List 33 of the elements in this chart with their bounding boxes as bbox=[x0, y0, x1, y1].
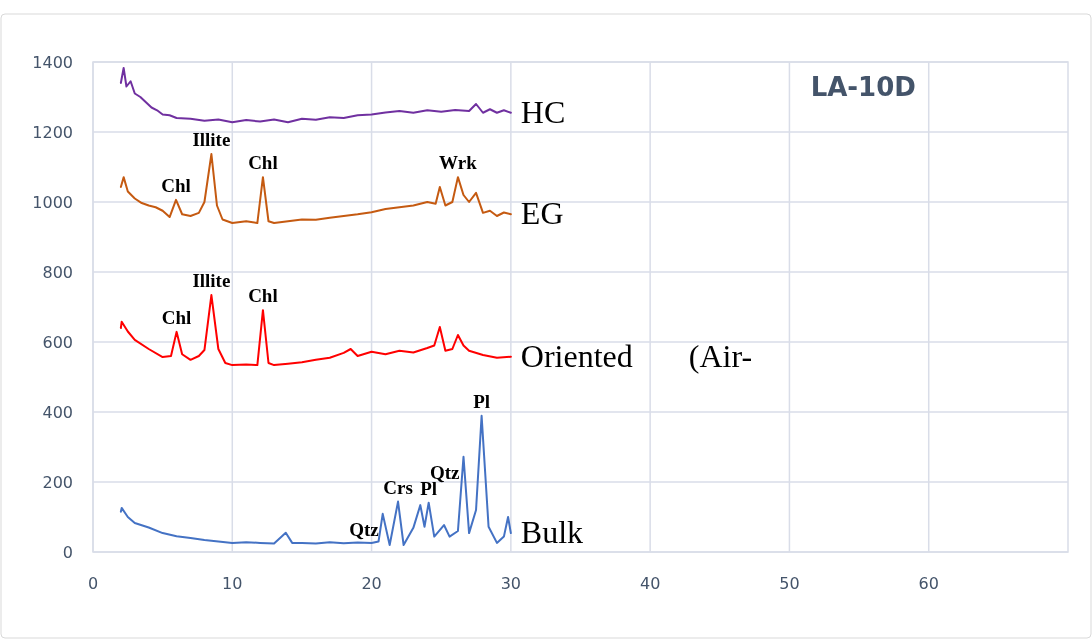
series-label: Bulk bbox=[520, 514, 584, 551]
y-tick-label: 400 bbox=[42, 403, 73, 422]
annotation: Illite bbox=[192, 129, 231, 151]
x-tick-label: 60 bbox=[918, 574, 939, 593]
x-tick-label: 20 bbox=[361, 574, 382, 593]
annotation: Wrk bbox=[439, 152, 478, 174]
y-tick-label: 1000 bbox=[32, 193, 73, 212]
x-tick-label: 0 bbox=[87, 574, 99, 593]
line-series bbox=[119, 66, 512, 124]
line-series bbox=[119, 153, 512, 224]
x-tick-label: 50 bbox=[779, 574, 800, 593]
series-label: HC bbox=[520, 93, 566, 130]
y-tick-label: 600 bbox=[42, 333, 73, 352]
y-tick-label: 1400 bbox=[32, 53, 73, 72]
x-tick-label: 10 bbox=[222, 574, 243, 593]
series-label: Oriented (Air- bbox=[520, 337, 753, 374]
annotation: Crs bbox=[383, 476, 413, 498]
annotation: Qtz bbox=[349, 518, 380, 540]
line-series bbox=[119, 414, 512, 546]
x-tick-label: 30 bbox=[500, 574, 522, 593]
series-label: EG bbox=[520, 195, 564, 232]
chart-title: LA-10D bbox=[810, 72, 916, 102]
y-tick-label: 800 bbox=[42, 263, 73, 282]
x-tick-label: 40 bbox=[639, 574, 661, 593]
annotation: Chl bbox=[248, 152, 278, 174]
annotation: Pl bbox=[473, 390, 491, 412]
y-tick-label: 1200 bbox=[32, 123, 73, 142]
annotation: Chl bbox=[161, 306, 192, 328]
annotation: Chl bbox=[248, 285, 278, 307]
y-tick-label: 0 bbox=[62, 543, 73, 562]
annotation: Illite bbox=[192, 270, 231, 292]
annotation: Chl bbox=[161, 174, 191, 196]
y-tick-label: 200 bbox=[42, 473, 73, 492]
